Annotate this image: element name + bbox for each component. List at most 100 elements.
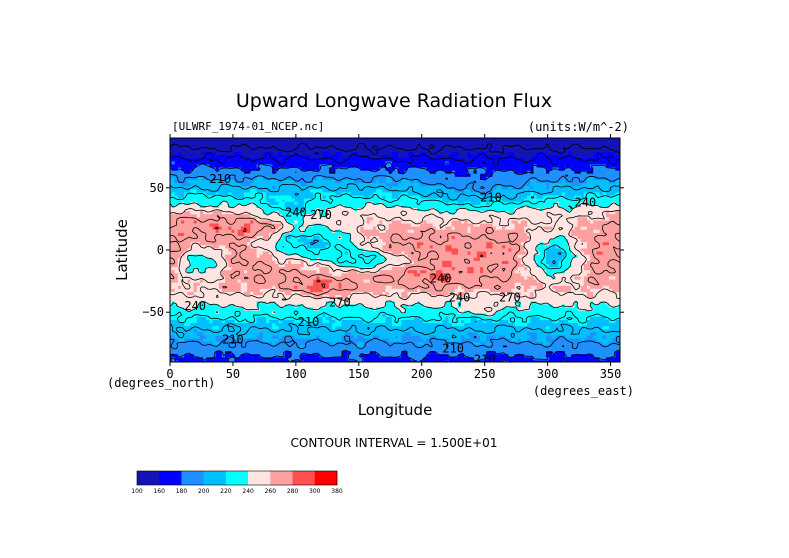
flux-cell [599,189,604,193]
flux-cell [316,145,320,150]
flux-cell [218,158,223,162]
flux-cell [310,229,314,234]
flux-cell [234,161,239,165]
flux-cell [240,232,245,237]
flux-cell [520,211,525,215]
flux-cell [294,232,298,237]
flux-cell [549,173,553,178]
flux-cell [366,176,371,181]
flux-cell [442,242,446,246]
flux-cell [432,148,437,153]
flux-cell [240,155,245,159]
flux-cell [281,195,286,200]
flux-cell [413,198,418,203]
flux-cell [432,164,437,169]
flux-cell [240,198,245,203]
flux-cell [558,176,563,181]
flux-cell [568,173,572,178]
flux-cell [520,208,525,212]
flux-cell [316,223,320,228]
flux-cell [492,167,497,172]
flux-cell [564,148,569,153]
flux-cell [171,158,176,162]
flux-cell [410,180,415,184]
flux-cell [586,186,591,190]
flux-cell [332,155,336,159]
flux-cell [184,180,188,184]
flux-cell [530,198,534,203]
flux-cell [511,192,516,197]
flux-cell [479,198,484,203]
flux-cell [517,223,522,228]
flux-cell [536,217,541,221]
flux-cell [275,161,280,165]
flux-cell [206,236,210,240]
flux-cell [495,211,500,215]
flux-cell [501,186,506,190]
flux-cell [250,145,254,150]
flux-cell [413,229,418,234]
flux-cell [439,229,443,234]
flux-cell [325,152,330,156]
flux-cell [306,192,311,197]
flux-cell [218,148,223,153]
flux-cell [300,201,305,206]
flux-cell [580,176,585,181]
flux-cell [536,223,541,228]
flux-cell [363,180,368,184]
flux-cell [558,186,563,190]
flux-cell [338,214,343,218]
flux-cell [338,183,343,187]
flux-cell [583,158,588,162]
flux-cell [294,173,298,178]
flux-cell [357,158,361,162]
flux-cell [558,204,563,209]
flux-cell [338,164,343,169]
flux-cell [228,170,232,175]
flux-cell [549,198,553,203]
flux-cell [574,164,579,169]
flux-cell [457,148,462,153]
flux-cell [533,204,538,209]
flux-cell [618,173,620,178]
flux-cell [479,148,484,153]
flux-cell [489,167,494,172]
flux-cell [354,138,358,141]
flux-cell [332,223,336,228]
flux-cell [262,152,267,156]
flux-cell [350,176,355,181]
flux-cell [199,180,204,184]
flux-cell [231,186,236,190]
flux-cell [272,211,276,215]
flux-cell [527,192,531,197]
flux-cell [281,236,286,240]
flux-cell [265,192,270,197]
flux-cell [479,217,484,221]
flux-cell [322,145,327,150]
flux-cell [505,189,509,193]
flux-cell [319,220,324,225]
flux-cell [350,180,355,184]
flux-cell [221,217,226,221]
flux-cell [404,183,409,187]
flux-cell [288,170,292,175]
flux-cell [479,195,484,200]
flux-cell [170,180,173,184]
flux-cell [344,208,349,212]
flux-cell [524,220,528,225]
flux-cell [328,195,333,200]
flux-cell [608,183,613,187]
flux-cell [520,229,525,234]
flux-cell [221,180,226,184]
flux-cell [508,201,512,206]
flux-cell [237,142,242,147]
flux-cell [473,145,478,150]
flux-cell [316,170,320,175]
flux-cell [256,180,261,184]
flux-cell [395,186,399,190]
flux-cell [190,176,195,181]
flux-cell [442,195,446,200]
flux-cell [297,229,302,234]
flux-cell [344,220,349,225]
flux-cell [448,189,453,193]
